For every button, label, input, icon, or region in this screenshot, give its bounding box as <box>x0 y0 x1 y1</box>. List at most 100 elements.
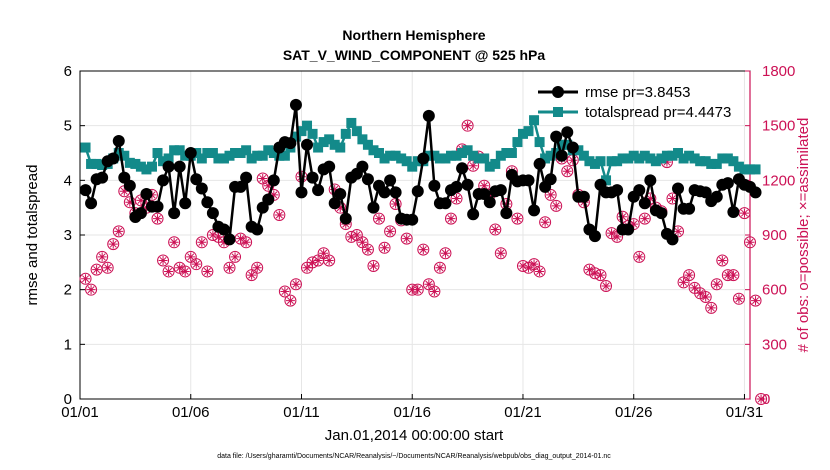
spread-point <box>750 164 761 175</box>
spread-point <box>202 148 213 158</box>
spread-point <box>512 137 523 148</box>
obs-possible-point <box>223 261 236 274</box>
obs-possible-point <box>511 212 524 225</box>
obs-possible-point <box>428 285 441 298</box>
obs-assimilated-point <box>435 263 445 273</box>
spread-point <box>606 156 617 167</box>
spread-point <box>601 175 612 186</box>
spread-point <box>135 161 146 172</box>
spread-point <box>91 158 102 169</box>
obs-assimilated-point <box>723 270 733 280</box>
obs-assimilated-point <box>247 270 257 280</box>
obs-possible-point <box>633 250 646 263</box>
rmse-point <box>406 213 419 226</box>
spread-point <box>468 150 479 161</box>
obs-assimilated-point <box>180 266 190 276</box>
spread-point <box>639 150 650 161</box>
obs-assimilated-point <box>302 263 312 273</box>
obs-assimilated-point <box>590 268 600 278</box>
legend-spread-marker <box>553 107 563 117</box>
rmse-point <box>622 223 635 236</box>
spread-point <box>152 148 163 158</box>
spread-point <box>385 150 396 161</box>
spread-point <box>174 145 185 156</box>
rmse-point <box>633 184 646 197</box>
obs-assimilated-point <box>208 230 218 240</box>
obs-assimilated-point <box>463 121 473 131</box>
rmse-point <box>721 177 734 190</box>
spread-point <box>257 150 268 161</box>
obs-assimilated-point <box>313 256 323 266</box>
rmse-point <box>422 109 435 122</box>
y-tick-label: 4 <box>64 172 72 189</box>
rmse-point <box>555 149 568 162</box>
legend: rmse pr=3.8453 totalspread pr=4.4473 <box>538 84 731 121</box>
obs-assimilated-point <box>479 181 489 191</box>
rmse-point <box>184 147 197 159</box>
obs-possible-point <box>273 208 286 221</box>
spread-point <box>612 156 623 167</box>
obs-assimilated-point <box>690 283 700 293</box>
obs-assimilated-point <box>169 237 179 247</box>
obs-assimilated-point <box>363 245 373 255</box>
rmse-point <box>544 173 557 186</box>
rmse-point <box>223 233 236 246</box>
obs-assimilated-point <box>551 201 561 211</box>
y-axis-label: rmse and totalspread <box>24 165 41 306</box>
rmse-point <box>79 184 92 197</box>
x-tick-label: 01/21 <box>504 404 542 421</box>
obs-assimilated-point <box>225 263 235 273</box>
spread-point <box>711 158 722 169</box>
spread-point <box>573 145 584 156</box>
spread-point <box>623 153 634 164</box>
obs-assimilated-point <box>562 166 572 176</box>
obs-assimilated-point <box>308 257 318 267</box>
x-axis: 01/01 01/06 01/11 01/16 01/21 01/26 01/31 <box>61 394 763 421</box>
rmse-point <box>494 184 507 197</box>
rmse-point <box>328 197 341 210</box>
obs-assimilated-point <box>751 296 761 306</box>
obs-assimilated-point <box>213 232 223 242</box>
spread-point <box>551 148 562 158</box>
obs-assimilated-point <box>501 199 511 209</box>
spread-point <box>445 150 456 161</box>
spread-point <box>667 150 678 161</box>
spread-point <box>80 142 91 153</box>
obs-assimilated-point <box>535 266 545 276</box>
obs-possible-point <box>112 225 125 238</box>
rmse-point <box>140 188 153 200</box>
obs-assimilated-point <box>274 210 284 220</box>
obs-assimilated-point <box>158 256 168 266</box>
obs-possible-point <box>716 254 729 267</box>
spread-point <box>180 150 191 161</box>
obs-assimilated-point <box>612 232 622 242</box>
spread-point <box>141 164 152 175</box>
obs-assimilated-point <box>595 270 605 280</box>
y-tick-label: 0 <box>64 391 72 408</box>
rmse-point <box>450 180 463 193</box>
obs-assimilated-point <box>391 199 401 209</box>
spread-point <box>517 128 528 139</box>
spread-point <box>224 150 235 161</box>
rmse-point <box>107 152 120 165</box>
spread-point <box>412 156 423 167</box>
obs-assimilated-point <box>601 281 611 291</box>
obs-possible-point <box>433 261 446 274</box>
spread-point <box>329 139 340 150</box>
spread-point <box>722 153 733 164</box>
obs-assimilated-point <box>380 243 390 253</box>
obs-assimilated-point <box>496 248 506 258</box>
obs-possible-point <box>251 261 264 274</box>
y2-axis-label: # of obs: o=possible; ×=assimilated <box>795 118 812 353</box>
obs-assimilated-point <box>402 234 412 244</box>
rmse-point <box>217 223 230 236</box>
rmse-point <box>312 184 325 197</box>
spread-point <box>324 134 335 145</box>
obs-assimilated-point <box>468 161 478 171</box>
rmse-point <box>522 174 535 187</box>
rmse-point <box>528 204 541 217</box>
rmse-point <box>339 212 352 225</box>
rmse-point <box>611 184 624 197</box>
obs-assimilated-point <box>357 237 367 247</box>
obs-assimilated-point <box>81 274 91 284</box>
